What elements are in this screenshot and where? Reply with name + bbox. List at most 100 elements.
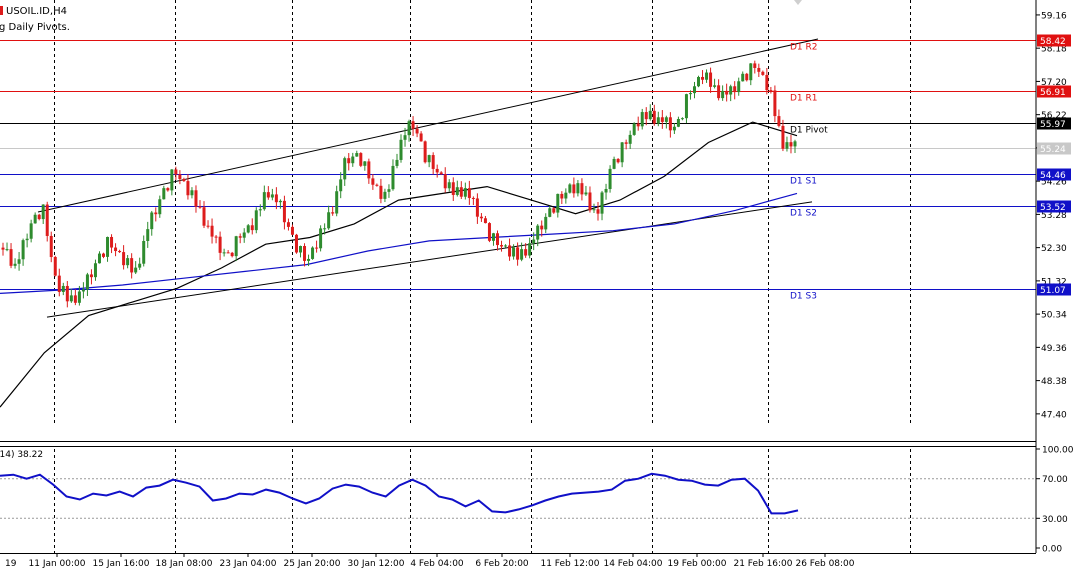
candle	[246, 224, 250, 234]
current-price-label: 55.24	[1040, 145, 1066, 155]
shift-marker-icon[interactable]	[794, 0, 802, 5]
time-tick-label: 11 Feb 12:00	[540, 559, 599, 569]
candle	[278, 199, 282, 209]
candle-body	[660, 117, 664, 122]
candle-body	[789, 142, 793, 147]
candle	[178, 170, 182, 185]
candle	[504, 244, 508, 248]
candle-body	[777, 116, 781, 126]
candle-body	[266, 192, 270, 198]
time-tick-label: 25 Jan 20:00	[284, 559, 341, 569]
price-tick-label: 48.38	[1041, 377, 1067, 387]
candle-body	[367, 161, 371, 179]
candle-body	[290, 226, 294, 235]
candle-body	[37, 214, 41, 220]
candle	[77, 285, 81, 306]
candle	[652, 104, 656, 126]
candle-body	[604, 188, 608, 193]
candle-body	[182, 178, 186, 182]
candle-body	[560, 193, 564, 199]
price-tick-label: 58.18	[1041, 45, 1067, 55]
candle-body	[733, 86, 737, 93]
ma-slow-line	[0, 192, 798, 294]
candle-body	[9, 249, 13, 266]
candle-body	[761, 71, 765, 75]
candle	[17, 252, 21, 271]
candle-body	[89, 274, 93, 278]
candle	[737, 77, 741, 96]
candle	[138, 257, 142, 270]
candle-body	[339, 179, 343, 192]
rsi-line	[0, 472, 799, 515]
candle-body	[479, 216, 483, 219]
candle	[311, 246, 315, 260]
candle	[500, 240, 504, 252]
time-axis: 19 11 Jan 00:00 15 Jan 16:00 18 Jan 08:00 23…	[5, 553, 855, 569]
candle-body	[250, 225, 254, 231]
candle-body	[242, 232, 246, 238]
candle-body	[504, 245, 508, 247]
candle-body	[399, 139, 403, 160]
candle	[664, 115, 668, 129]
candle-body	[532, 239, 536, 244]
candle-body	[17, 259, 21, 264]
candle	[447, 179, 451, 192]
price-tag-label: 53.52	[1040, 203, 1066, 213]
candle-body	[487, 223, 491, 241]
candle	[491, 232, 495, 246]
candle	[162, 185, 166, 200]
candle-body	[319, 228, 323, 249]
candle	[568, 183, 572, 194]
candle	[684, 93, 688, 124]
candle-body	[588, 192, 592, 211]
candle	[439, 171, 443, 176]
candle-body	[150, 212, 154, 230]
candle-body	[49, 235, 53, 258]
time-tick-label: 18 Jan 08:00	[156, 559, 213, 569]
candle	[286, 218, 290, 231]
price-tag	[1037, 168, 1071, 181]
candle-body	[471, 197, 475, 199]
pivot-label: D1 R2	[790, 43, 818, 53]
candle-body	[431, 155, 435, 169]
candle-body	[118, 251, 122, 253]
candle	[680, 117, 684, 121]
candle-body	[5, 249, 9, 251]
time-tick-label: 14 Feb 04:00	[603, 559, 662, 569]
price-tag-label: 54.46	[1040, 171, 1066, 181]
candle-body	[447, 182, 451, 189]
candle-body	[315, 247, 319, 249]
price-tick-label: 47.40	[1041, 410, 1067, 420]
candle	[49, 231, 53, 263]
candle	[672, 123, 676, 134]
time-tick-label: 6 Feb 20:00	[475, 559, 529, 569]
price-tick-label: 52.30	[1041, 244, 1067, 254]
candle-body	[423, 141, 427, 163]
candle-body	[303, 246, 307, 261]
candle-body	[53, 257, 57, 276]
candle-body	[359, 153, 363, 166]
candle	[516, 242, 520, 266]
candle	[174, 166, 178, 181]
candle-body	[214, 236, 218, 238]
candle-body	[97, 253, 101, 264]
price-tag	[1037, 117, 1071, 130]
candle	[154, 207, 158, 222]
candle-body	[327, 212, 331, 229]
candle-body	[600, 192, 604, 214]
candle	[729, 84, 733, 102]
price-tag-label: 51.07	[1040, 286, 1066, 296]
time-tick-label: 30 Jan 12:00	[348, 559, 405, 569]
candle	[114, 243, 118, 257]
candle-body	[709, 72, 713, 87]
candle-body	[166, 188, 170, 191]
candle	[85, 272, 89, 296]
candle-body	[142, 240, 146, 264]
candle-body	[57, 275, 61, 292]
candle	[632, 122, 636, 136]
candle	[89, 269, 93, 285]
candle	[725, 83, 729, 102]
candle	[214, 235, 218, 244]
candle-body	[592, 209, 596, 211]
candle-body	[491, 233, 495, 241]
